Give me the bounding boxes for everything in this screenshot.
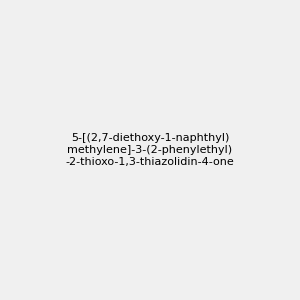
Text: 5-[(2,7-diethoxy-1-naphthyl)
methylene]-3-(2-phenylethyl)
-2-thioxo-1,3-thiazoli: 5-[(2,7-diethoxy-1-naphthyl) methylene]-…: [66, 134, 234, 166]
